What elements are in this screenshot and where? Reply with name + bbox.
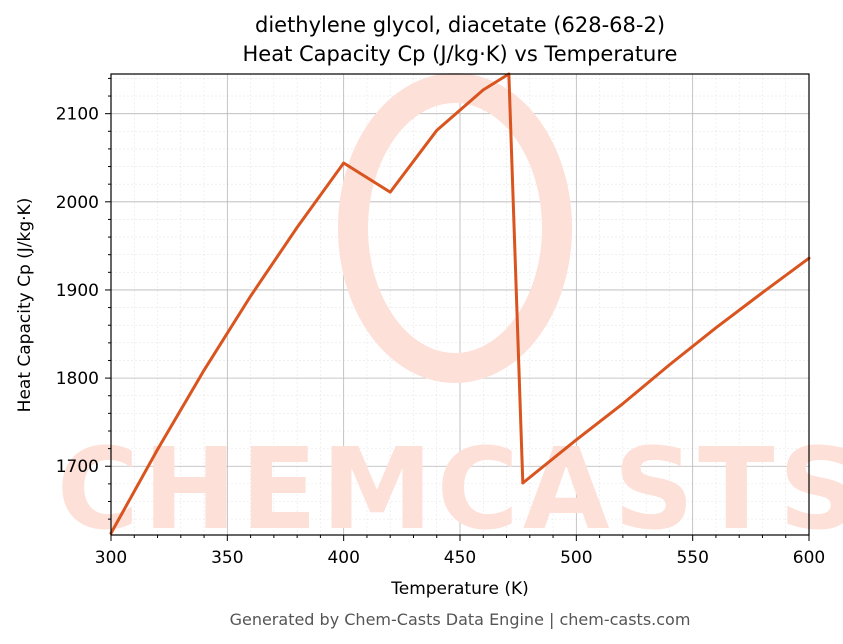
y-tick-label: 2000 [56,193,99,213]
x-tick-label: 300 [95,548,127,568]
x-tick-label: 600 [793,548,825,568]
x-tick-label: 450 [444,548,476,568]
y-axis-label: Heat Capacity Cp (J/kg·K) [15,198,35,413]
x-tick-label: 550 [676,548,708,568]
x-axis-ticks: 300 350 400 450 500 550 600 [95,535,825,568]
watermark-logo-ring [338,73,572,383]
watermark-text: CHEMCASTS [57,425,843,555]
x-axis-label: Temperature (K) [390,579,529,599]
y-tick-label: 1700 [56,457,99,477]
series-line-0 [109,72,811,535]
y-tick-label: 2100 [56,105,99,125]
y-axis-ticks: 1700 1800 1900 2000 2100 [56,77,111,520]
series-layer [109,72,811,535]
plot-area: CHEMCASTS [57,72,843,555]
chart-title-line1: diethylene glycol, diacetate (628-68-2) [255,13,665,37]
x-tick-label: 350 [211,548,243,568]
x-tick-label: 400 [327,548,359,568]
x-tick-label: 500 [560,548,592,568]
watermark: CHEMCASTS [57,73,843,555]
chart-title-line2: Heat Capacity Cp (J/kg·K) vs Temperature [243,42,678,66]
y-tick-label: 1900 [56,281,99,301]
y-tick-label: 1800 [56,369,99,389]
footer-credit: Generated by Chem-Casts Data Engine | ch… [230,610,691,629]
